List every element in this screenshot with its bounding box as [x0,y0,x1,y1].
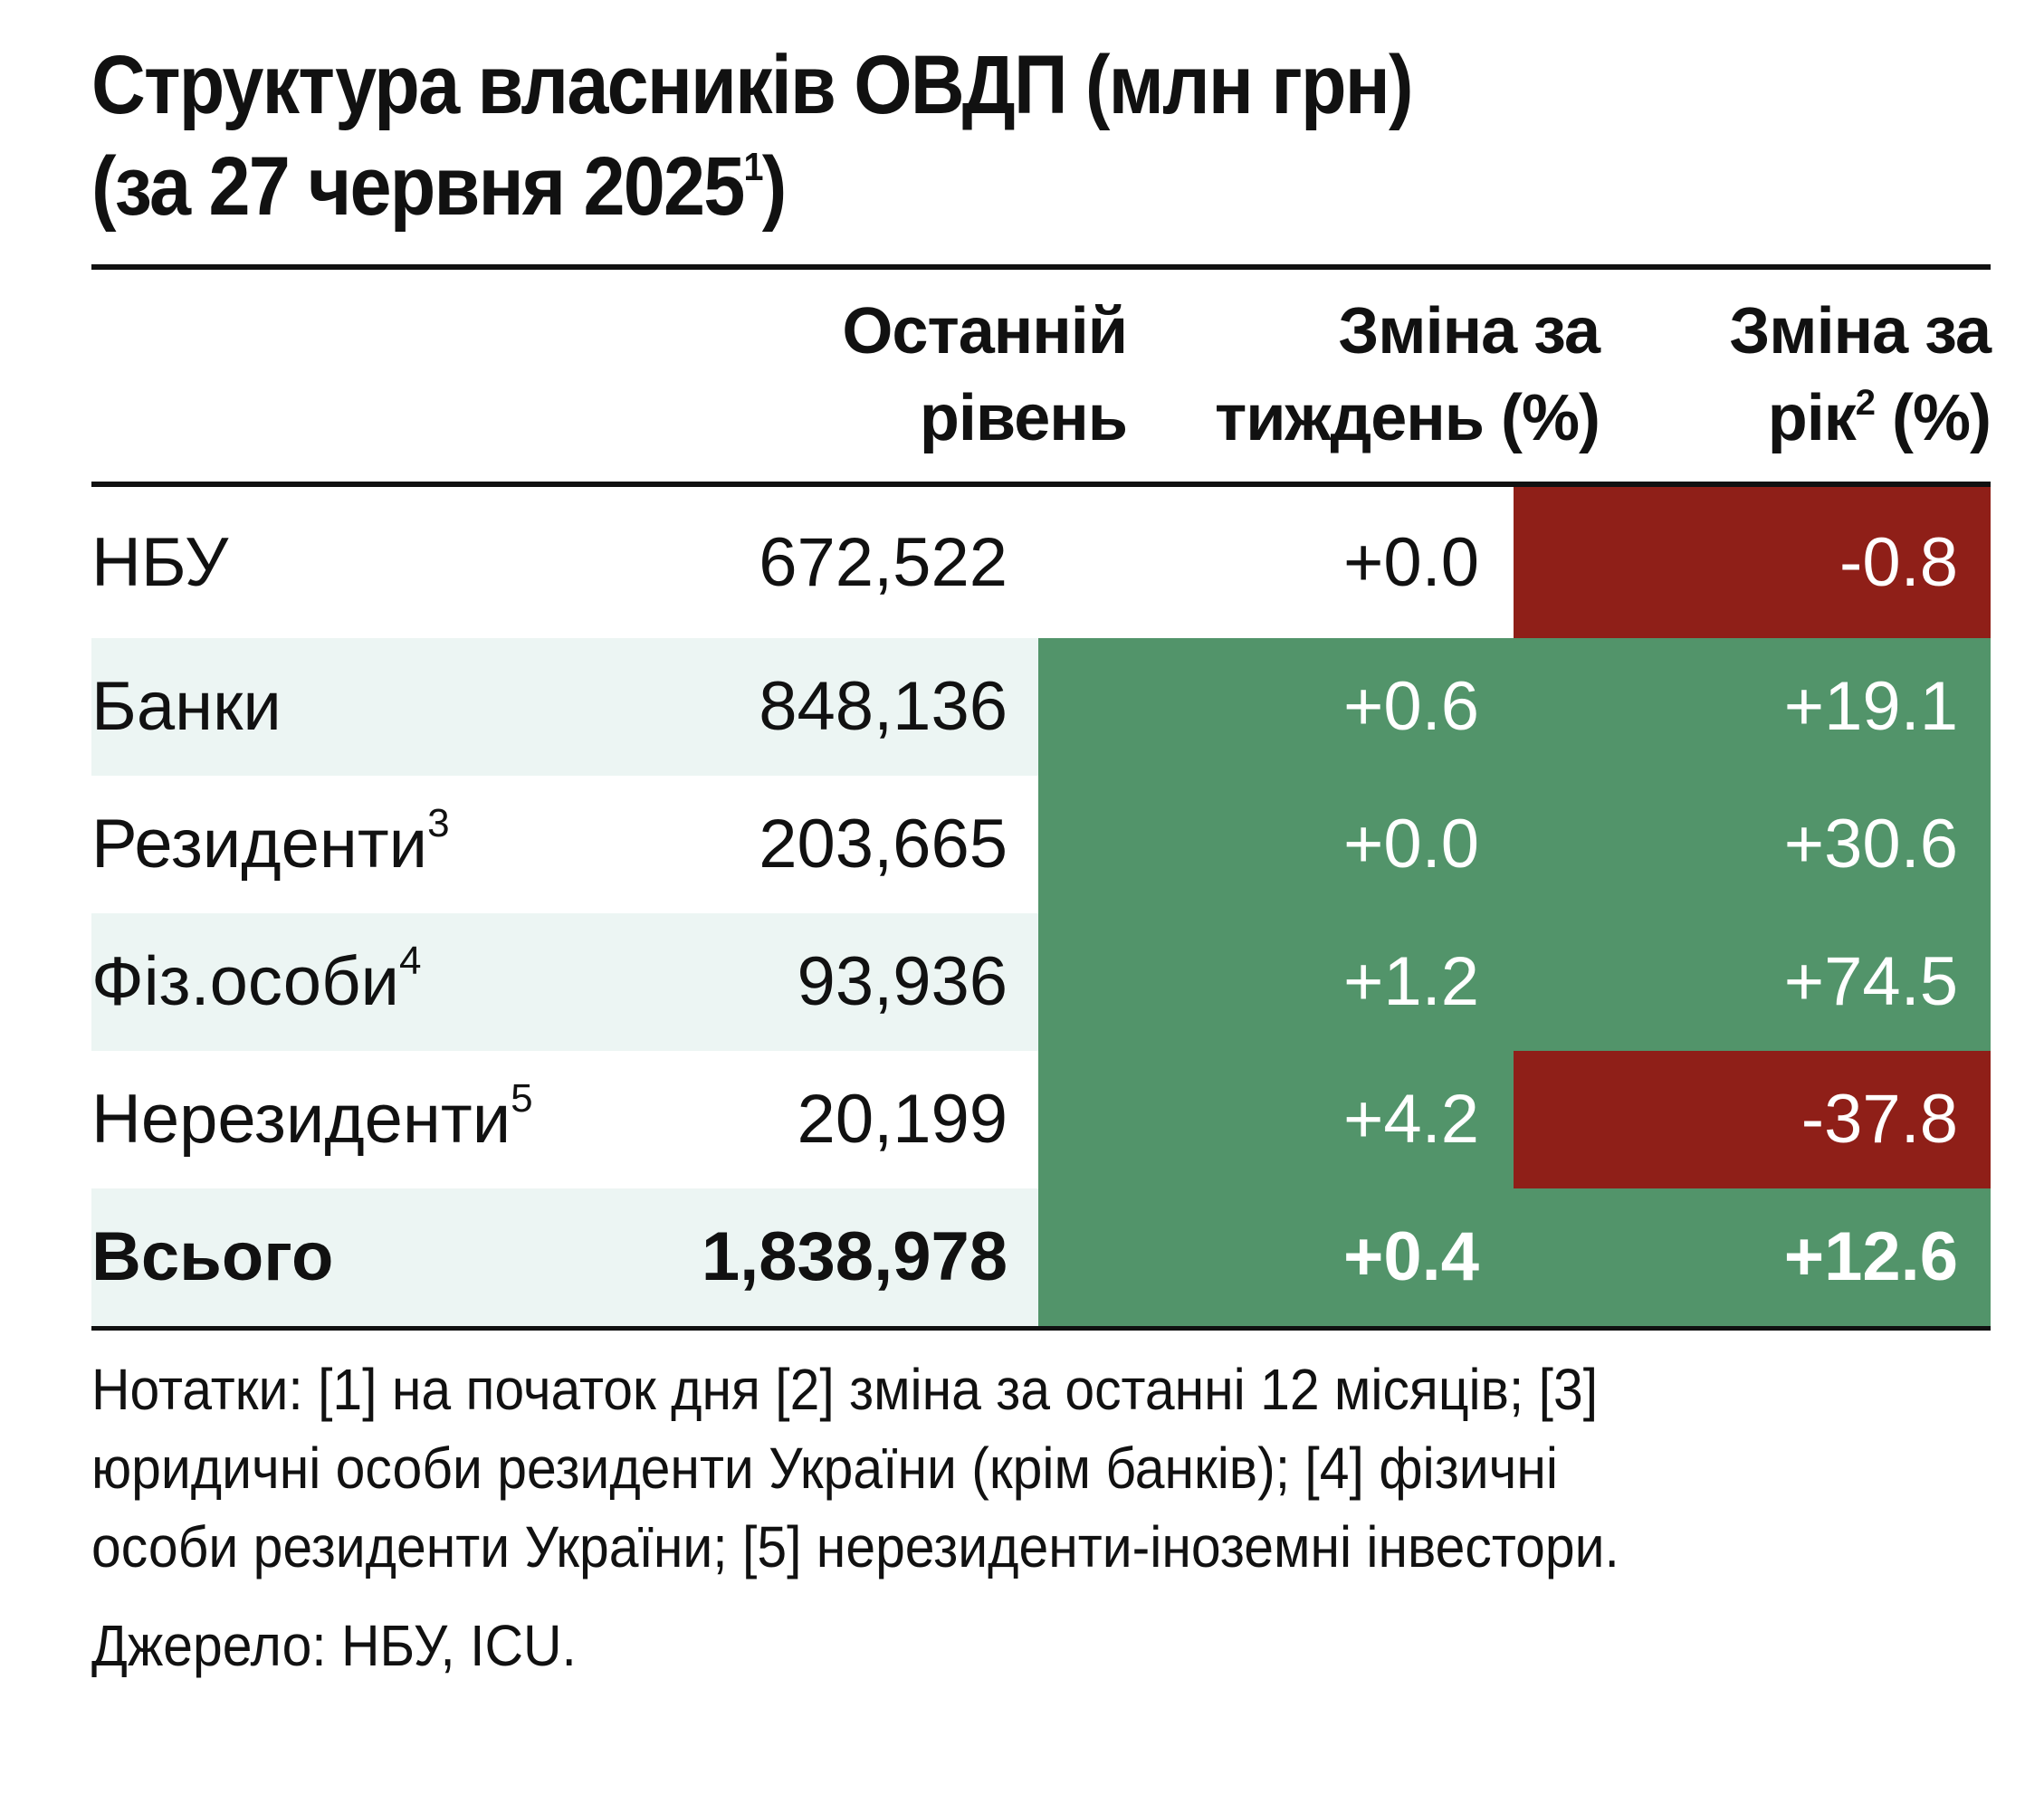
header-year-line-1: Зміна за [1729,295,1991,367]
bottom-rule [91,1326,1991,1331]
row-label-text: Резиденти [91,806,428,883]
row-label-text: Всього [91,1218,334,1295]
row-year-change: -37.8 [1514,1051,1991,1188]
row-label-text: Нерезиденти [91,1081,511,1158]
row-level-value: 1,838,978 [701,1218,1008,1295]
header-level: Останній рівень [590,270,1128,482]
row-label: НБУ 672,522 [91,487,1038,638]
table-header: Останній рівень Зміна за тиждень (%) Змі… [91,270,1991,482]
row-year-change: +12.6 [1514,1188,1991,1326]
row-label-text: Фіз.особи [91,943,399,1020]
row-footnote-mark: 4 [399,939,422,983]
title-line-1: Структура власників ОВДП (млн грн) [91,39,1414,131]
row-year-change: +19.1 [1514,638,1991,776]
header-year-unit: (%) [1875,382,1991,454]
row-level-value: 203,665 [759,806,1008,883]
title-line-2-end: ) [761,140,788,233]
row-label-text: НБУ [91,523,229,601]
title-footnote-mark: 1 [743,145,764,189]
row-label: Резиденти3 203,665 [91,776,1038,913]
row-year-change: +74.5 [1514,913,1991,1051]
header-week-line-1: Зміна за [1338,295,1600,367]
source-note: Джерело: НБУ, ICU. [91,1613,577,1678]
header-rule [91,482,1991,487]
header-year: Зміна за рік2 (%) [1600,270,1991,482]
footnotes: Нотатки: [1] на початок дня [2] зміна за… [91,1350,1839,1587]
table-body: НБУ 672,522 +0.0 -0.8 Банки 848,136 +0.6 +19.1 Р… [91,487,1991,1326]
row-week-change: +0.6 [1038,638,1514,776]
data-table: НБУ 672,522 +0.0 -0.8 Банки 848,136 +0.6 +19.1 Р… [91,487,1991,1326]
row-label: Нерезиденти5 20,199 [91,1051,1038,1188]
page-title: Структура власників ОВДП (млн грн) (за 2… [91,34,1800,237]
table-row: Банки 848,136 +0.6 +19.1 [91,638,1991,776]
table-card: Структура власників ОВДП (млн грн) (за 2… [91,34,1991,1685]
row-year-change: +30.6 [1514,776,1991,913]
row-level-value: 848,136 [759,668,1008,745]
top-rule [91,264,1991,270]
footnote-line-2: юридичні особи резиденти України (крім б… [91,1436,1558,1501]
footnote-line-3: особи резиденти України; [5] нерезиденти… [91,1514,1619,1579]
table-row: Нерезиденти5 20,199 +4.2 -37.8 [91,1051,1991,1188]
title-line-2: (за 27 червня 2025 [91,140,745,233]
row-week-change: +0.4 [1038,1188,1514,1326]
table-row: Всього 1,838,978 +0.4 +12.6 [91,1188,1991,1326]
table-row: Резиденти3 203,665 +0.0 +30.6 [91,776,1991,913]
row-level-value: 93,936 [797,943,1008,1020]
row-label: Всього 1,838,978 [91,1188,1038,1326]
row-label: Банки 848,136 [91,638,1038,776]
header-year-line-2: рік2 (%) [1768,375,1991,462]
header-year-word: рік [1767,382,1857,454]
footnote-line-1: Нотатки: [1] на початок дня [2] зміна за… [91,1357,1599,1422]
row-week-change: +4.2 [1038,1051,1514,1188]
header-week: Зміна за тиждень (%) [1127,270,1600,482]
header-level-line-2: рівень [919,382,1128,454]
row-week-change: +0.0 [1038,776,1514,913]
table-row: НБУ 672,522 +0.0 -0.8 [91,487,1991,638]
table-row: Фіз.особи4 93,936 +1.2 +74.5 [91,913,1991,1051]
row-label: Фіз.особи4 93,936 [91,913,1038,1051]
row-week-change: +0.0 [1342,523,1479,601]
header-level-line-1: Останній [842,295,1128,367]
row-label-text: Банки [91,668,282,745]
row-year-change: -0.8 [1514,487,1991,638]
header-empty [91,270,590,482]
row-footnote-mark: 5 [511,1076,533,1121]
row-footnote-mark: 3 [427,801,450,845]
row-week-change: +1.2 [1038,913,1514,1051]
row-level-value: 20,199 [797,1081,1008,1158]
header-year-footnote-mark: 2 [1855,383,1876,423]
row-level-value: 672,522 [759,523,1008,601]
header-week-line-2: тиждень (%) [1214,382,1600,454]
